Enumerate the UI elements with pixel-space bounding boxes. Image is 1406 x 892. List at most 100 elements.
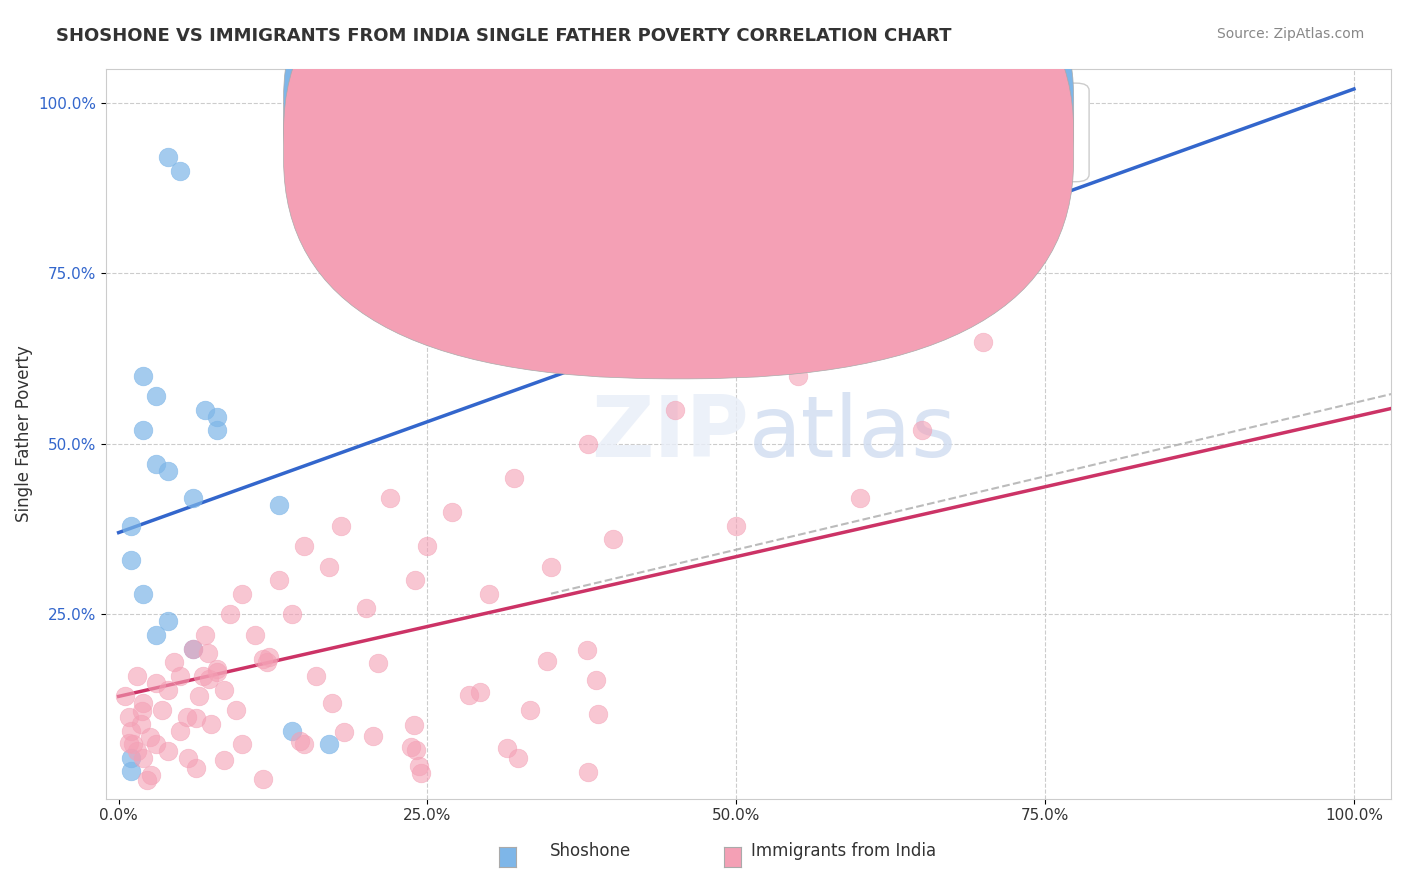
Point [269, 574, 291, 588]
Point [127, 744, 149, 758]
Point [132, 696, 155, 710]
Point [536, 654, 558, 668]
Point [139, 768, 162, 782]
Text: R = 0.299   N = 89: R = 0.299 N = 89 [690, 136, 870, 154]
Point [725, 518, 748, 533]
Point [181, 491, 204, 506]
Point [131, 704, 153, 718]
Point [664, 402, 686, 417]
FancyBboxPatch shape [284, 0, 1074, 346]
FancyBboxPatch shape [284, 0, 1074, 379]
Point [470, 684, 492, 698]
Point [150, 703, 173, 717]
Point [231, 587, 253, 601]
Point [194, 402, 217, 417]
Point [138, 731, 160, 745]
Point [280, 723, 302, 738]
Point [256, 655, 278, 669]
Point [354, 600, 377, 615]
Point [132, 368, 155, 383]
Point [318, 737, 340, 751]
Point [269, 498, 291, 512]
Point [145, 458, 167, 472]
Point [506, 751, 529, 765]
Point [122, 737, 145, 751]
Point [132, 751, 155, 765]
Point [519, 704, 541, 718]
Point [169, 669, 191, 683]
Point [318, 559, 340, 574]
Point [576, 764, 599, 779]
Point [330, 518, 353, 533]
Point [849, 491, 872, 506]
Point [252, 772, 274, 786]
Point [181, 641, 204, 656]
Text: R = 0.514   N = 23: R = 0.514 N = 23 [690, 103, 870, 121]
Point [280, 607, 302, 622]
Point [576, 437, 599, 451]
Point [200, 716, 222, 731]
Point [495, 741, 517, 756]
Point [114, 690, 136, 704]
Point [169, 164, 191, 178]
Point [127, 669, 149, 683]
Point [367, 656, 389, 670]
Point [145, 675, 167, 690]
Point [404, 574, 426, 588]
Point [163, 655, 186, 669]
Point [191, 668, 214, 682]
Point [540, 559, 562, 574]
Point [333, 725, 356, 739]
Point [132, 423, 155, 437]
Point [184, 761, 207, 775]
Point [207, 409, 229, 424]
Point [120, 553, 142, 567]
Point [145, 737, 167, 751]
Point [184, 710, 207, 724]
Point [157, 150, 180, 164]
Point [361, 730, 384, 744]
Point [257, 649, 280, 664]
Point [169, 723, 191, 738]
Point [157, 682, 180, 697]
Point [305, 669, 328, 683]
Point [787, 355, 810, 369]
Point [145, 389, 167, 403]
Point [503, 471, 526, 485]
Point [292, 539, 315, 553]
Point [218, 607, 240, 622]
Point [157, 464, 180, 478]
Point [120, 764, 142, 779]
Point [321, 697, 343, 711]
Point [586, 707, 609, 722]
Point [416, 539, 439, 553]
Point [207, 665, 229, 679]
Point [292, 737, 315, 751]
Text: ZIP: ZIP [591, 392, 748, 475]
Point [441, 505, 464, 519]
Text: SHOSHONE VS IMMIGRANTS FROM INDIA SINGLE FATHER POVERTY CORRELATION CHART: SHOSHONE VS IMMIGRANTS FROM INDIA SINGLE… [56, 27, 952, 45]
Point [120, 751, 142, 765]
Y-axis label: Single Father Poverty: Single Father Poverty [15, 345, 32, 522]
Point [194, 628, 217, 642]
Point [118, 735, 141, 749]
Point [212, 753, 235, 767]
Point [117, 710, 139, 724]
Text: Shoshone: Shoshone [550, 842, 631, 860]
Point [225, 703, 247, 717]
Point [405, 743, 427, 757]
Point [243, 628, 266, 642]
Point [408, 759, 430, 773]
Point [401, 739, 423, 754]
Point [252, 652, 274, 666]
Point [157, 744, 180, 758]
Point [212, 682, 235, 697]
Point [231, 737, 253, 751]
Point [157, 615, 180, 629]
Point [207, 423, 229, 437]
Point [132, 587, 155, 601]
Point [207, 662, 229, 676]
Point [181, 641, 204, 656]
Point [910, 423, 932, 437]
Point [409, 766, 432, 780]
